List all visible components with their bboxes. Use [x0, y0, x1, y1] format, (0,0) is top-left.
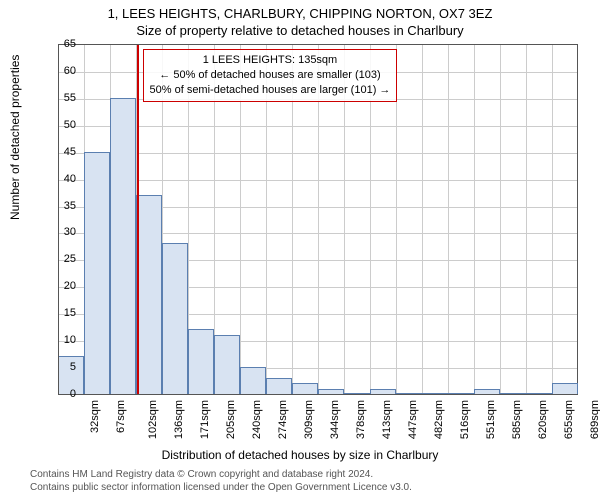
x-tick-label: 482sqm: [433, 400, 445, 439]
histogram-bar: [84, 152, 110, 394]
x-tick-label: 32sqm: [89, 400, 101, 433]
annotation-line: 50% of semi-detached houses are larger (…: [150, 83, 391, 98]
gridline-v: [526, 45, 527, 394]
x-axis-line: [58, 394, 578, 395]
y-axis-label: Number of detached properties: [8, 55, 22, 220]
x-tick-label: 136sqm: [173, 400, 185, 439]
y-tick-label: 30: [50, 226, 76, 238]
gridline-v: [500, 45, 501, 394]
copyright-notice: Contains HM Land Registry data © Crown c…: [30, 468, 412, 494]
histogram-bar: [240, 367, 266, 394]
y-tick-label: 40: [50, 173, 76, 185]
y-tick-label: 25: [50, 253, 76, 265]
histogram-bar: [110, 98, 136, 394]
y-tick-label: 35: [50, 200, 76, 212]
x-tick-label: 171sqm: [199, 400, 211, 439]
annotation-line: ← 50% of detached houses are smaller (10…: [150, 68, 391, 83]
annotation-box: 1 LEES HEIGHTS: 135sqm← 50% of detached …: [143, 49, 398, 102]
x-tick-label: 585sqm: [511, 400, 523, 439]
y-tick-label: 60: [50, 65, 76, 77]
histogram-bar: [266, 378, 292, 394]
histogram-bar: [214, 335, 240, 394]
x-tick-label: 413sqm: [381, 400, 393, 439]
y-tick-label: 50: [50, 119, 76, 131]
copyright-line-2: Contains public sector information licen…: [30, 481, 412, 494]
chart-plot-area: 1 LEES HEIGHTS: 135sqm← 50% of detached …: [58, 44, 578, 394]
x-tick-label: 344sqm: [329, 400, 341, 439]
page-title: 1, LEES HEIGHTS, CHARLBURY, CHIPPING NOR…: [0, 0, 600, 21]
x-tick-label: 378sqm: [355, 400, 367, 439]
histogram-bar: [188, 329, 214, 394]
y-tick-label: 5: [50, 361, 76, 373]
y-tick-label: 0: [50, 388, 76, 400]
y-tick-label: 15: [50, 307, 76, 319]
x-tick-label: 447sqm: [407, 400, 419, 439]
y-tick-label: 65: [50, 38, 76, 50]
histogram-bar: [136, 195, 162, 394]
y-tick-label: 10: [50, 334, 76, 346]
x-tick-label: 102sqm: [147, 400, 159, 439]
histogram-bar: [552, 383, 578, 394]
copyright-line-1: Contains HM Land Registry data © Crown c…: [30, 468, 412, 481]
x-tick-label: 516sqm: [459, 400, 471, 439]
x-tick-label: 309sqm: [303, 400, 315, 439]
gridline-v: [474, 45, 475, 394]
page-subtitle: Size of property relative to detached ho…: [0, 21, 600, 38]
y-tick-label: 20: [50, 280, 76, 292]
annotation-line: 1 LEES HEIGHTS: 135sqm: [150, 53, 391, 68]
property-marker-line: [137, 45, 139, 394]
histogram-bar: [162, 243, 188, 394]
x-tick-label: 689sqm: [589, 400, 600, 439]
x-tick-label: 240sqm: [251, 400, 263, 439]
gridline-v: [552, 45, 553, 394]
x-tick-label: 205sqm: [225, 400, 237, 439]
x-tick-label: 274sqm: [277, 400, 289, 439]
histogram-bar: [292, 383, 318, 394]
y-tick-label: 45: [50, 146, 76, 158]
x-tick-label: 655sqm: [563, 400, 575, 439]
x-tick-label: 67sqm: [115, 400, 127, 433]
x-axis-label: Distribution of detached houses by size …: [0, 448, 600, 462]
gridline-v: [448, 45, 449, 394]
x-tick-label: 620sqm: [537, 400, 549, 439]
gridline-v: [422, 45, 423, 394]
x-tick-label: 551sqm: [485, 400, 497, 439]
y-tick-label: 55: [50, 92, 76, 104]
